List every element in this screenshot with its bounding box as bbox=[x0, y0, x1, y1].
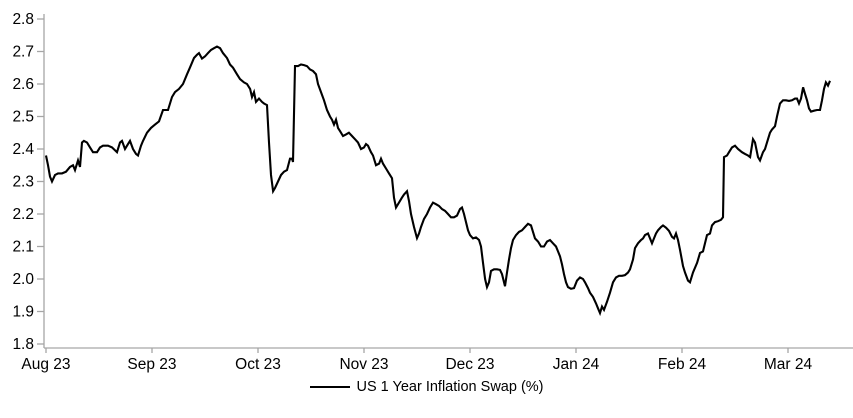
x-tick-label: Jan 24 bbox=[553, 356, 600, 373]
legend-label: US 1 Year Inflation Swap (%) bbox=[356, 379, 544, 395]
x-tick-label: Aug 23 bbox=[21, 356, 70, 373]
y-tick-label: 2.2 bbox=[12, 206, 34, 223]
x-tick-label: Feb 24 bbox=[658, 356, 707, 373]
y-tick-label: 1.9 bbox=[12, 304, 34, 321]
y-tick-label: 1.8 bbox=[12, 336, 34, 353]
y-tick-label: 2.4 bbox=[12, 141, 34, 158]
x-tick-label: Oct 23 bbox=[235, 356, 281, 373]
y-tick-label: 2.3 bbox=[12, 174, 34, 191]
series-line bbox=[44, 45, 831, 317]
legend: US 1 Year Inflation Swap (%) bbox=[0, 378, 853, 396]
y-tick-label: 2.8 bbox=[12, 11, 34, 28]
x-tick-label: Nov 23 bbox=[339, 356, 388, 373]
y-tick-label: 2.5 bbox=[12, 109, 34, 126]
x-tick-label: Sep 23 bbox=[127, 356, 176, 373]
y-tick-label: 2.6 bbox=[12, 76, 34, 93]
y-tick-label: 2.0 bbox=[12, 271, 34, 288]
legend-line-swatch bbox=[309, 386, 350, 388]
x-tick-label: Dec 23 bbox=[445, 356, 494, 373]
y-tick-label: 2.7 bbox=[12, 44, 34, 61]
x-tick-label: Mar 24 bbox=[764, 356, 813, 373]
y-tick-label: 2.1 bbox=[12, 239, 34, 256]
